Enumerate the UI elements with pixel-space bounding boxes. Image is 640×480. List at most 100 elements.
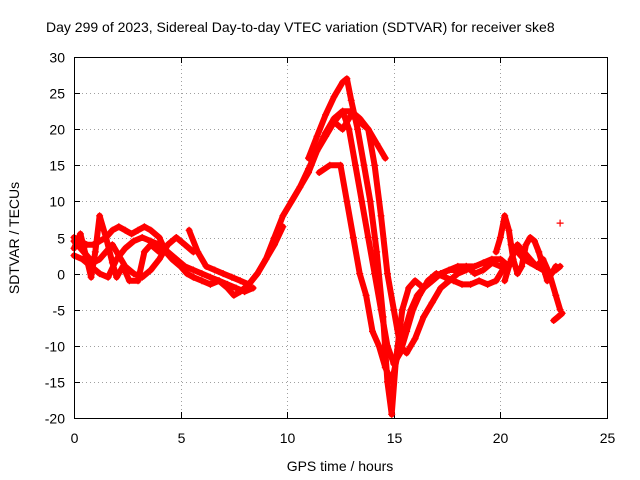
- data-point: [552, 291, 560, 299]
- data-series: [70, 75, 566, 418]
- data-point: [420, 284, 428, 292]
- data-point: [249, 284, 257, 292]
- data-point: [224, 280, 231, 288]
- data-point: [356, 118, 364, 126]
- series-trace-14: [556, 219, 564, 227]
- data-point: [556, 262, 564, 270]
- data-point: [155, 234, 163, 241]
- data-point: [228, 273, 236, 281]
- data-point: [164, 241, 172, 249]
- data-point: [322, 129, 330, 137]
- data-point: [76, 244, 84, 252]
- data-point: [236, 277, 244, 285]
- series-trace-12: [507, 241, 564, 278]
- data-point: [102, 234, 110, 241]
- y-tick-label: 15: [49, 158, 65, 174]
- data-point: [79, 255, 86, 263]
- y-tick-label: -15: [45, 375, 65, 391]
- data-point: [211, 266, 219, 274]
- data-point: [279, 212, 287, 220]
- x-tick-label: 0: [71, 430, 79, 446]
- data-point: [492, 277, 500, 285]
- data-point: [339, 78, 347, 86]
- data-point: [349, 234, 357, 241]
- data-point: [467, 280, 475, 288]
- series-line: [331, 111, 470, 356]
- data-point: [394, 349, 402, 357]
- data-point: [377, 212, 385, 220]
- data-point: [288, 197, 295, 205]
- data-point: [539, 266, 547, 274]
- data-point: [364, 125, 372, 133]
- data-point: [219, 270, 227, 278]
- data-point: [87, 273, 95, 281]
- data-point: [104, 273, 112, 281]
- data-point: [445, 266, 453, 274]
- data-point: [369, 327, 376, 335]
- data-point: [206, 273, 214, 281]
- data-point: [155, 241, 163, 249]
- data-point: [172, 234, 180, 241]
- data-point: [125, 277, 133, 285]
- data-point: [313, 132, 321, 140]
- data-point: [198, 270, 206, 278]
- data-point: [108, 226, 116, 234]
- x-tick-label: 15: [387, 430, 403, 446]
- data-point: [337, 161, 344, 169]
- data-point: [360, 161, 368, 169]
- data-point: [194, 248, 202, 256]
- y-tick-label: 20: [49, 122, 65, 138]
- data-point: [96, 212, 104, 220]
- x-axis-label: GPS time / hours: [287, 458, 394, 474]
- series-trace-8: [315, 161, 513, 386]
- data-point: [552, 266, 560, 274]
- data-point: [96, 237, 104, 245]
- data-point: [296, 183, 304, 191]
- data-point: [522, 241, 530, 249]
- data-point: [198, 277, 206, 285]
- series-trace-13: [550, 309, 566, 324]
- data-point: [501, 277, 509, 285]
- data-point: [488, 255, 496, 263]
- data-point: [113, 273, 121, 281]
- data-point: [505, 226, 513, 234]
- data-point: [358, 197, 366, 205]
- data-point: [445, 277, 453, 285]
- data-point: [475, 277, 483, 285]
- data-point: [526, 234, 534, 241]
- data-point: [362, 291, 370, 299]
- data-point: [514, 270, 521, 278]
- data-point: [401, 327, 408, 335]
- data-point: [496, 234, 504, 241]
- data-point: [411, 335, 419, 343]
- y-tick-label: 5: [57, 231, 65, 247]
- y-axis-label: SDTVAR / TECUs: [6, 182, 22, 294]
- data-point: [388, 378, 396, 386]
- data-point: [330, 118, 338, 126]
- data-point: [270, 234, 278, 241]
- data-point: [147, 237, 155, 245]
- data-point: [108, 241, 116, 249]
- data-point: [89, 259, 97, 267]
- data-point: [454, 270, 462, 278]
- data-point: [215, 277, 223, 285]
- data-point: [496, 255, 504, 263]
- series-line: [305, 75, 504, 418]
- data-point: [533, 262, 541, 270]
- data-point: [339, 125, 347, 133]
- data-point: [437, 270, 445, 278]
- data-point: [241, 288, 249, 296]
- data-point: [390, 306, 398, 314]
- data-point: [531, 237, 538, 245]
- data-point: [343, 75, 351, 83]
- data-point: [140, 248, 148, 256]
- data-point: [128, 230, 136, 238]
- data-point: [539, 255, 547, 263]
- grid: [74, 57, 607, 418]
- y-tick-label: 25: [49, 86, 65, 102]
- data-point: [232, 284, 240, 292]
- data-point: [507, 241, 515, 249]
- data-point: [403, 349, 411, 357]
- data-point: [371, 161, 379, 169]
- data-point: [305, 165, 312, 173]
